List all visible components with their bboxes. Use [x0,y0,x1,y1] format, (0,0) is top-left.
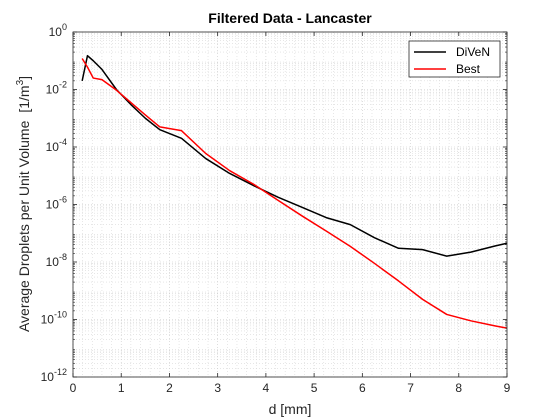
x-axis-label: d [mm] [269,401,312,417]
x-tick-label: 9 [504,381,511,395]
y-axis-label-unit-close: ] [16,76,32,80]
y-tick-label: 10-8 [46,252,67,269]
y-axis-tick-labels: 100 10-2 10-4 10-6 10-8 10-10 10-12 [41,22,67,384]
x-tick-label: 2 [166,381,173,395]
x-tick-label: 3 [214,381,221,395]
y-tick-label: 10-12 [41,367,67,384]
y-tick-label: 10-10 [41,310,67,327]
legend-box [408,40,501,78]
svg-text:Average Droplets per Unit Volu: Average Droplets per Unit Volume [1/m3] [15,76,32,332]
legend-label-diven: DiVeN [456,45,490,59]
y-tick-label: 100 [49,22,67,39]
y-tick-label: 10-6 [46,195,67,212]
x-tick-label: 1 [118,381,125,395]
series-layer [81,54,508,329]
x-tick-label: 0 [70,381,77,395]
x-axis-tick-labels: 0 1 2 3 4 5 6 7 8 9 [70,381,511,395]
y-tick-label: 10-2 [46,80,67,97]
series-line-diven [81,54,508,257]
y-axis-label-unit-exponent: 3 [15,79,26,85]
series-line-best [81,58,508,329]
legend: DiVeN Best [408,40,501,78]
x-tick-label: 6 [359,381,366,395]
y-axis-label-unit: [1/m [16,85,32,112]
x-tick-label: 5 [311,381,318,395]
x-tick-label: 7 [407,381,414,395]
y-axis-label-text: Average Droplets per Unit Volume [16,120,32,332]
chart-title: Filtered Data - Lancaster [208,10,372,26]
y-axis-label: Average Droplets per Unit Volume [1/m3] [15,76,32,332]
x-tick-label: 4 [263,381,270,395]
axis-ticks [72,31,508,378]
y-tick-label: 10-4 [46,137,67,154]
x-tick-label: 8 [455,381,462,395]
legend-label-best: Best [456,62,481,76]
